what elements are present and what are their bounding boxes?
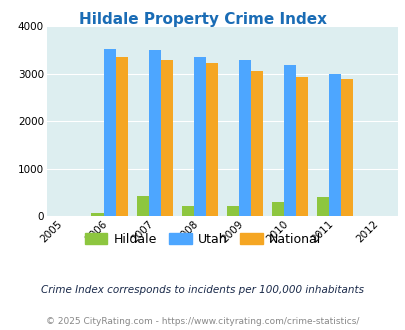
Text: © 2025 CityRating.com - https://www.cityrating.com/crime-statistics/: © 2025 CityRating.com - https://www.city… [46, 317, 359, 326]
Bar [226, 206, 238, 216]
Bar [181, 206, 193, 216]
Bar [238, 60, 250, 216]
Bar [193, 57, 205, 216]
Bar [136, 196, 148, 216]
Bar [103, 49, 115, 216]
Bar [205, 63, 217, 216]
Bar [115, 57, 128, 216]
Bar [316, 197, 328, 216]
Bar [271, 202, 283, 216]
Bar [250, 72, 262, 216]
Bar [91, 213, 103, 216]
Text: Crime Index corresponds to incidents per 100,000 inhabitants: Crime Index corresponds to incidents per… [41, 285, 364, 295]
Bar [160, 60, 173, 216]
Bar [340, 79, 352, 216]
Legend: Hildale, Utah, National: Hildale, Utah, National [79, 228, 326, 251]
Bar [328, 74, 340, 216]
Text: Hildale Property Crime Index: Hildale Property Crime Index [79, 12, 326, 26]
Bar [295, 77, 307, 216]
Bar [283, 65, 295, 216]
Bar [148, 50, 160, 216]
